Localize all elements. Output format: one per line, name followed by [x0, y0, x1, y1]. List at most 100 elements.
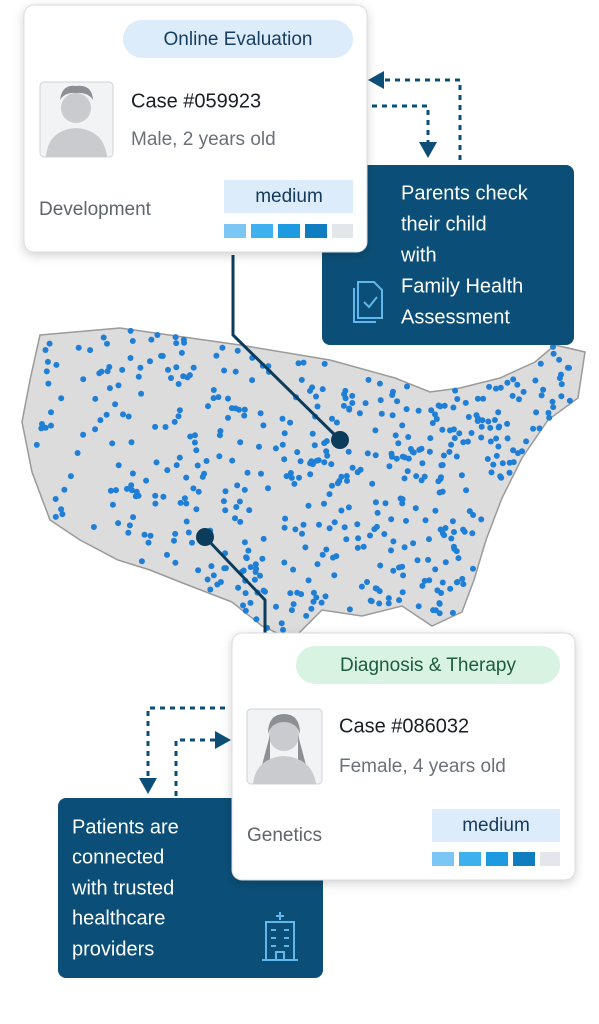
provider-dot	[436, 600, 443, 607]
provider-dot	[119, 366, 126, 373]
provider-dot	[550, 350, 557, 357]
provider-dot	[396, 597, 403, 604]
callout-line: Parents check	[401, 182, 529, 204]
provider-dot	[463, 487, 470, 494]
provider-dot	[33, 441, 40, 448]
provider-dot	[545, 409, 552, 416]
provider-dot	[115, 382, 122, 389]
provider-dot	[124, 485, 130, 492]
provider-dot	[377, 397, 384, 404]
provider-dot	[448, 441, 455, 448]
provider-dot	[87, 347, 94, 354]
provider-dot	[113, 487, 119, 494]
provider-dot	[321, 440, 328, 447]
badge-text: Diagnosis & Therapy	[340, 655, 517, 676]
provider-dot	[330, 554, 336, 561]
provider-dot	[241, 406, 248, 413]
provider-dot	[280, 626, 286, 633]
provider-dot	[388, 516, 395, 523]
provider-dot	[232, 368, 239, 375]
level-text: medium	[255, 186, 323, 207]
arrowhead	[215, 731, 231, 749]
provider-dot	[288, 607, 295, 614]
provider-dot	[307, 387, 313, 394]
provider-dot	[185, 529, 192, 536]
provider-dot	[222, 488, 229, 495]
provider-dot	[538, 392, 545, 399]
provider-dot	[311, 442, 318, 449]
provider-dot	[314, 403, 321, 410]
callout-line: connected	[72, 846, 164, 868]
provider-dot	[228, 405, 235, 412]
provider-dot	[326, 525, 333, 532]
provider-dot	[342, 395, 349, 402]
provider-dot	[326, 491, 333, 498]
provider-dot	[279, 441, 286, 448]
provider-dot	[240, 567, 247, 574]
provider-dot	[454, 579, 461, 585]
callout-line: Family Health	[401, 275, 523, 297]
provider-dot	[414, 557, 421, 564]
provider-dot	[137, 364, 144, 371]
provider-dot	[147, 358, 153, 365]
map-pin	[331, 431, 349, 449]
provider-dot	[260, 422, 267, 429]
provider-dot	[459, 575, 466, 582]
provider-dot	[422, 517, 429, 524]
provider-dot	[316, 521, 322, 528]
provider-dot	[399, 563, 406, 570]
category: Genetics	[247, 825, 322, 846]
provider-dot	[109, 440, 116, 447]
provider-dot	[42, 347, 49, 353]
dashed-arrow	[382, 78, 462, 160]
provider-dot	[566, 397, 573, 404]
provider-dot	[321, 459, 328, 466]
provider-dot	[307, 471, 314, 478]
level-text: medium	[462, 815, 530, 836]
provider-dot	[120, 411, 126, 418]
provider-dot	[246, 507, 253, 514]
provider-dot	[400, 572, 407, 579]
provider-dot	[369, 480, 376, 487]
provider-dot	[349, 464, 356, 471]
provider-dot	[135, 492, 142, 499]
provider-dot	[470, 512, 477, 518]
provider-dot	[342, 387, 349, 394]
provider-dot	[478, 516, 485, 523]
provider-dot	[546, 414, 553, 421]
provider-dot	[175, 381, 182, 387]
provider-dot	[308, 605, 315, 612]
avatar	[39, 81, 114, 158]
provider-dot	[324, 452, 331, 459]
provider-dot	[127, 327, 134, 334]
provider-dot	[388, 450, 395, 457]
provider-dot	[288, 474, 295, 481]
provider-dot	[385, 595, 392, 602]
provider-dot	[272, 445, 279, 452]
provider-dot	[376, 600, 383, 607]
provider-dot	[456, 430, 463, 437]
provider-dot	[282, 515, 289, 522]
provider-dot	[67, 473, 74, 480]
provider-dot	[203, 458, 210, 464]
provider-dot	[193, 447, 200, 454]
provider-dot	[126, 522, 133, 529]
provider-dot	[382, 500, 389, 507]
provider-dot	[466, 508, 473, 515]
provider-dot	[129, 470, 136, 477]
provider-dot	[432, 507, 439, 514]
provider-dot	[421, 577, 428, 584]
provider-dot	[487, 424, 494, 431]
callout-line: providers	[72, 938, 154, 960]
provider-dot	[460, 526, 467, 533]
provider-dot	[173, 364, 180, 371]
provider-dot	[446, 448, 453, 455]
provider-dot	[294, 449, 301, 456]
provider-dot	[564, 364, 571, 371]
provider-dot	[314, 561, 321, 568]
provider-dot	[346, 606, 353, 613]
provider-dot	[190, 485, 197, 492]
provider-dot	[504, 435, 511, 442]
provider-dot	[322, 593, 329, 600]
provider-dot	[176, 454, 183, 461]
